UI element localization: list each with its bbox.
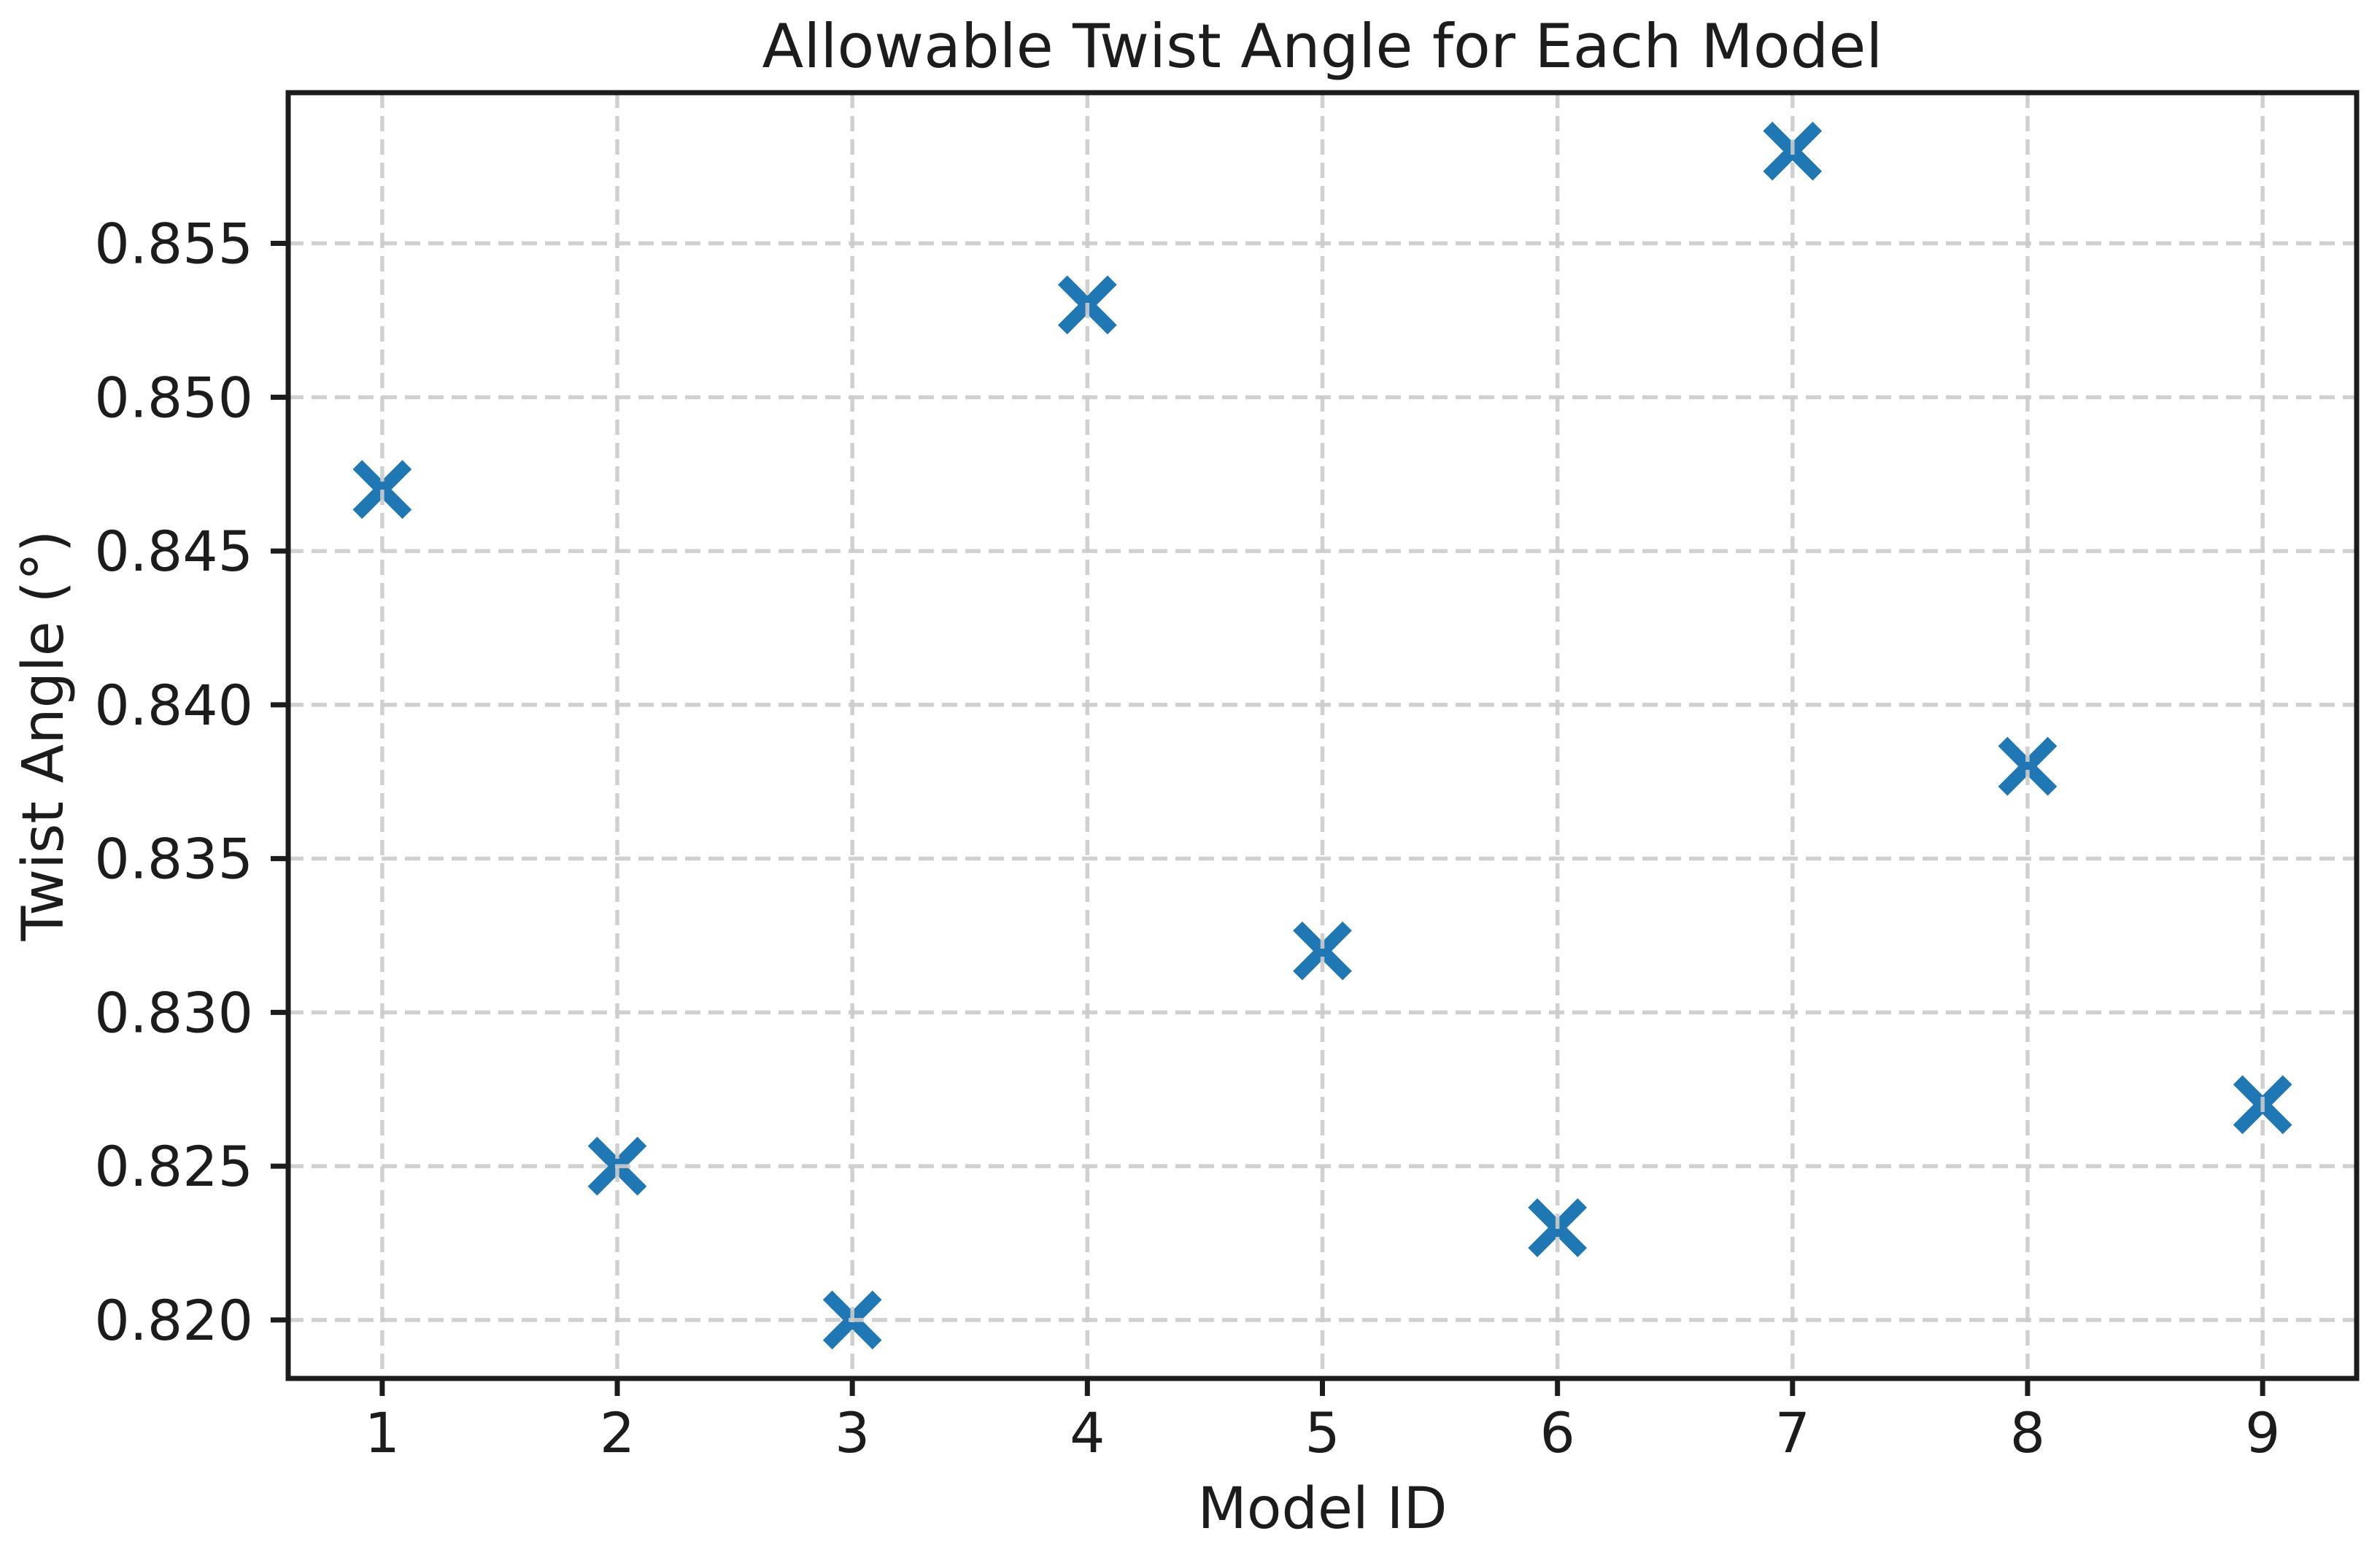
y-tick-label: 0.850 [94,365,253,430]
y-tick-label: 0.830 [94,980,253,1045]
y-tick-label: 0.845 [94,519,253,584]
x-tick-label: 7 [1775,1400,1810,1465]
x-tick-label: 9 [2245,1400,2280,1465]
x-tick-labels: 1 2 3 4 5 6 7 8 9 [365,1400,2281,1465]
x-tick-label: 1 [365,1400,400,1465]
x-tick-label: 5 [1305,1400,1340,1465]
x-tick-label: 6 [1539,1400,1575,1465]
y-axis-label: Twist Angle (°) [11,531,77,942]
y-tick-label: 0.840 [94,673,253,738]
x-axis-label: Model ID [1197,1476,1447,1542]
x-tick-label: 8 [2010,1400,2045,1465]
gridlines [288,93,2357,1378]
axis-ticks [271,241,2265,1396]
y-tick-label: 0.825 [94,1134,253,1199]
y-tick-label: 0.820 [94,1288,253,1353]
scatter-marker [1998,736,2058,796]
y-tick-labels: 0.820 0.825 0.830 0.835 0.840 0.845 0.850 0.855 [94,212,253,1353]
x-tick-label: 3 [835,1400,870,1465]
x-tick-label: 4 [1070,1400,1105,1465]
x-tick-label: 2 [600,1400,635,1465]
chart-title: Allowable Twist Angle for Each Model [762,11,1883,82]
y-tick-label: 0.835 [94,827,253,892]
y-tick-label: 0.855 [94,212,253,277]
scatter-marker [352,460,412,520]
scatter-marker [1293,921,1352,981]
